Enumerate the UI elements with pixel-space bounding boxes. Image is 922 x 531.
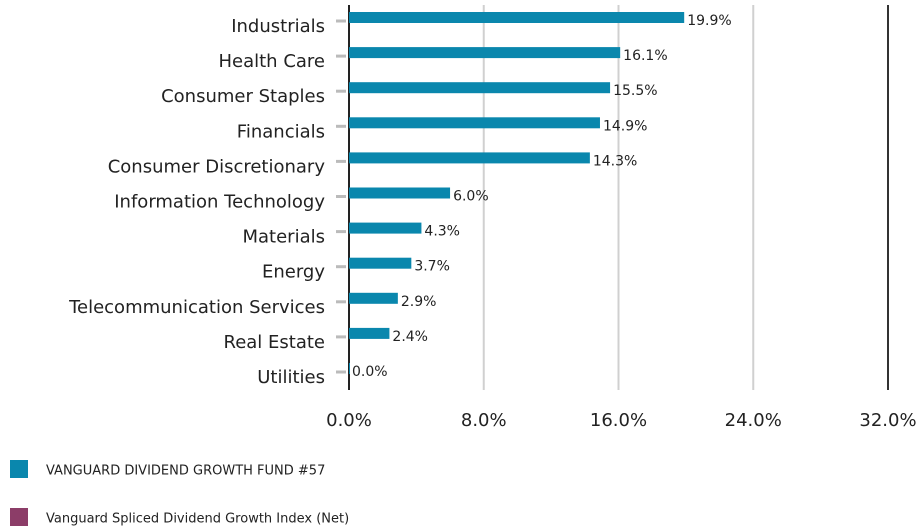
value-label: 4.3% [424, 224, 460, 240]
bar [349, 187, 451, 199]
value-label: 2.9% [401, 294, 437, 310]
bar [349, 117, 600, 129]
bar [349, 363, 350, 374]
legend-swatch [10, 508, 28, 526]
y-tick-label: Utilities [257, 367, 325, 388]
y-tick-label: Consumer Staples [161, 86, 325, 107]
y-tick-label: Materials [242, 227, 325, 248]
y-tick-label: Real Estate [224, 332, 326, 353]
x-tick-label: 32.0% [859, 410, 916, 431]
value-label: 19.9% [687, 13, 731, 29]
value-label: 2.4% [392, 329, 428, 345]
legend-swatch [10, 460, 28, 478]
value-label: 0.0% [352, 364, 388, 380]
y-tick-label: Consumer Discretionary [108, 156, 326, 177]
value-label: 15.5% [613, 83, 657, 99]
y-tick-label: Information Technology [114, 192, 325, 213]
value-label: 6.0% [453, 189, 489, 205]
x-tick-label: 24.0% [725, 410, 782, 431]
bar [349, 222, 422, 234]
bar [349, 152, 590, 164]
bar [349, 327, 390, 339]
y-tick-label: Energy [262, 262, 325, 283]
x-tick-label: 16.0% [590, 410, 647, 431]
legend-label: Vanguard Spliced Dividend Growth Index (… [46, 512, 349, 527]
y-tick-label: Health Care [218, 51, 325, 72]
y-tick-label: Industrials [231, 16, 325, 37]
bar [349, 292, 398, 304]
x-tick-label: 0.0% [326, 410, 372, 431]
y-tick-label: Financials [237, 121, 325, 142]
value-label: 14.9% [603, 118, 647, 134]
bar [349, 47, 621, 59]
value-label: 14.3% [593, 153, 637, 169]
bar [349, 82, 611, 94]
value-label: 16.1% [623, 48, 667, 64]
y-tick-label: Telecommunication Services [68, 297, 325, 318]
bar [349, 257, 412, 269]
x-tick-label: 8.0% [461, 410, 507, 431]
legend-label: VANGUARD DIVIDEND GROWTH FUND #57 [46, 464, 325, 479]
value-label: 3.7% [414, 259, 450, 275]
bar [349, 12, 685, 23]
